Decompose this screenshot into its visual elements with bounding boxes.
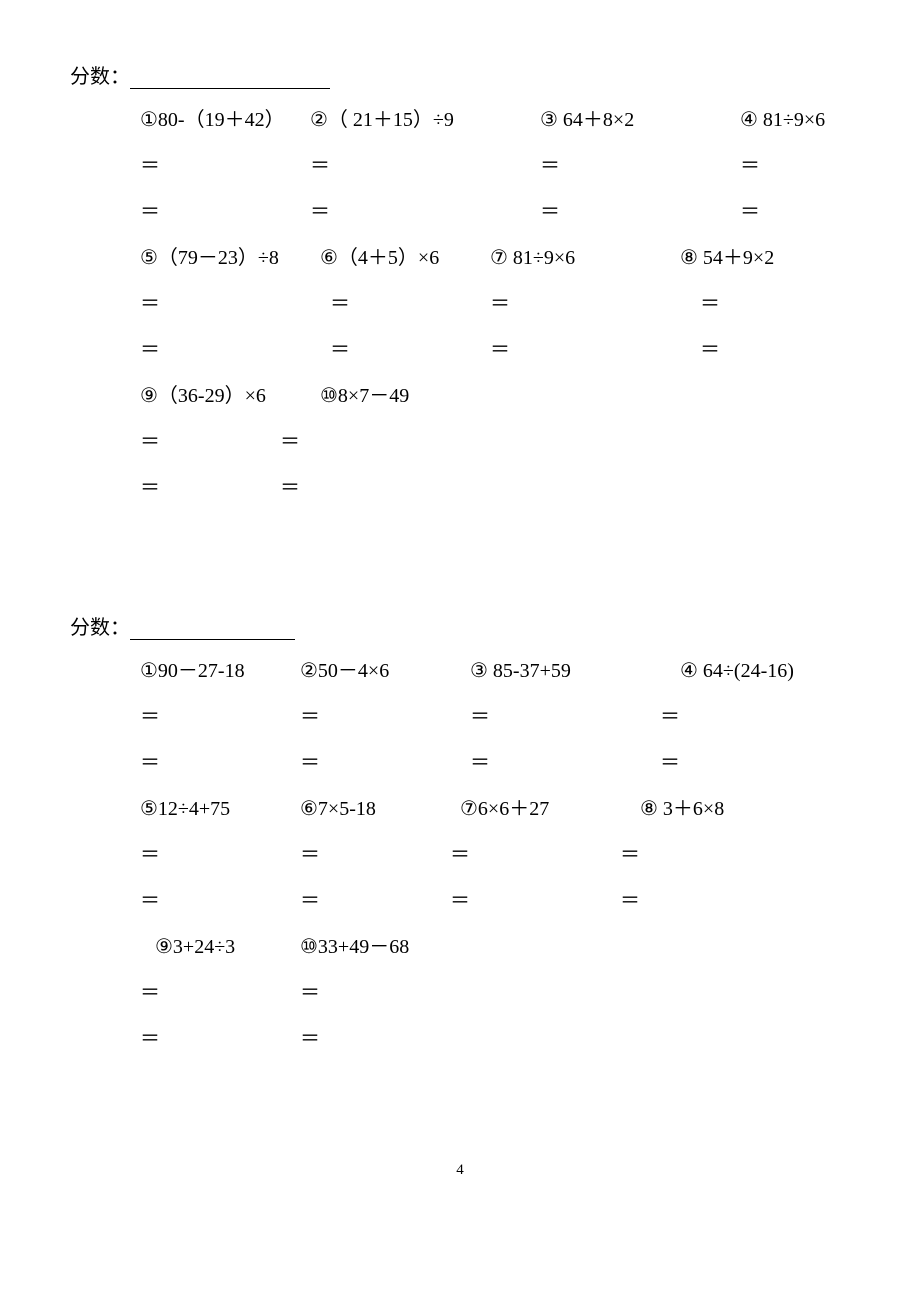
problem: ⑧ 54＋9×2 bbox=[680, 245, 774, 271]
equals: ＝ bbox=[620, 842, 640, 868]
equals: ＝ bbox=[490, 291, 510, 317]
page-number: 4 bbox=[70, 1162, 850, 1179]
problem: ⑩33+49－68 bbox=[300, 934, 409, 960]
score-label: 分数： bbox=[70, 66, 130, 88]
problem: ⑤12÷4+75 bbox=[140, 796, 230, 822]
s1-row1-eq2: ＝ ＝ ＝ ＝ bbox=[70, 199, 850, 225]
s2-row3-eq2: ＝ ＝ bbox=[70, 1026, 850, 1052]
section-1: 分数： ①80-（19＋42） ②（ 21＋15）÷9 ③ 64＋8×2 ④ 8… bbox=[70, 60, 850, 501]
equals: ＝ bbox=[140, 475, 160, 501]
problem: ③ 85-37+59 bbox=[470, 658, 571, 684]
s1-row2-eq2: ＝ ＝ ＝ ＝ bbox=[70, 337, 850, 363]
s2-row2-eq2: ＝ ＝ ＝ ＝ bbox=[70, 888, 850, 914]
equals: ＝ bbox=[450, 888, 470, 914]
problem: ①90－27-18 bbox=[140, 658, 245, 684]
equals: ＝ bbox=[140, 153, 160, 179]
s2-row1-eq1: ＝ ＝ ＝ ＝ bbox=[70, 704, 850, 730]
s1-row3: ⑨（36-29）×6 ⑩8×7－49 bbox=[70, 383, 850, 409]
equals: ＝ bbox=[140, 704, 160, 730]
equals: ＝ bbox=[330, 337, 350, 363]
equals: ＝ bbox=[300, 1026, 320, 1052]
equals: ＝ bbox=[310, 153, 330, 179]
equals: ＝ bbox=[140, 842, 160, 868]
problem: ⑦6×6＋27 bbox=[460, 796, 549, 822]
s2-row3-eq1: ＝ ＝ bbox=[70, 980, 850, 1006]
equals: ＝ bbox=[330, 291, 350, 317]
problem: ⑦ 81÷9×6 bbox=[490, 245, 575, 271]
equals: ＝ bbox=[660, 704, 680, 730]
section-2: 分数： ①90－27-18 ②50－4×6 ③ 85-37+59 ④ 64÷(2… bbox=[70, 611, 850, 1052]
equals: ＝ bbox=[540, 153, 560, 179]
equals: ＝ bbox=[140, 199, 160, 225]
equals: ＝ bbox=[300, 888, 320, 914]
s1-row2-eq1: ＝ ＝ ＝ ＝ bbox=[70, 291, 850, 317]
s1-row1: ①80-（19＋42） ②（ 21＋15）÷9 ③ 64＋8×2 ④ 81÷9×… bbox=[70, 107, 850, 133]
equals: ＝ bbox=[620, 888, 640, 914]
equals: ＝ bbox=[490, 337, 510, 363]
equals: ＝ bbox=[140, 980, 160, 1006]
equals: ＝ bbox=[140, 888, 160, 914]
equals: ＝ bbox=[740, 199, 760, 225]
equals: ＝ bbox=[700, 291, 720, 317]
problem: ④ 64÷(24-16) bbox=[680, 658, 794, 684]
score-label: 分数： bbox=[70, 617, 130, 639]
score-underline bbox=[130, 66, 330, 89]
s1-row1-eq1: ＝ ＝ ＝ ＝ bbox=[70, 153, 850, 179]
s1-row3-eq1: ＝ ＝ bbox=[70, 429, 850, 455]
equals: ＝ bbox=[300, 980, 320, 1006]
problem: ⑥（4＋5）×6 bbox=[320, 245, 439, 271]
s2-row2-eq1: ＝ ＝ ＝ ＝ bbox=[70, 842, 850, 868]
equals: ＝ bbox=[470, 750, 490, 776]
equals: ＝ bbox=[140, 1026, 160, 1052]
equals: ＝ bbox=[450, 842, 470, 868]
s1-row3-eq2: ＝ ＝ bbox=[70, 475, 850, 501]
equals: ＝ bbox=[740, 153, 760, 179]
equals: ＝ bbox=[660, 750, 680, 776]
equals: ＝ bbox=[470, 704, 490, 730]
problem: ②50－4×6 bbox=[300, 658, 389, 684]
equals: ＝ bbox=[300, 842, 320, 868]
equals: ＝ bbox=[300, 704, 320, 730]
score-underline bbox=[130, 617, 295, 640]
problem: ①80-（19＋42） bbox=[140, 107, 285, 133]
equals: ＝ bbox=[700, 337, 720, 363]
problem: ⑨3+24÷3 bbox=[155, 934, 235, 960]
equals: ＝ bbox=[140, 291, 160, 317]
problem: ⑨（36-29）×6 bbox=[140, 383, 266, 409]
equals: ＝ bbox=[310, 199, 330, 225]
problem: ⑧ 3＋6×8 bbox=[640, 796, 724, 822]
equals: ＝ bbox=[140, 750, 160, 776]
problem: ③ 64＋8×2 bbox=[540, 107, 634, 133]
score-line-2: 分数： bbox=[70, 611, 850, 640]
s2-row3: ⑨3+24÷3 ⑩33+49－68 bbox=[70, 934, 850, 960]
equals: ＝ bbox=[140, 429, 160, 455]
s2-row1: ①90－27-18 ②50－4×6 ③ 85-37+59 ④ 64÷(24-16… bbox=[70, 658, 850, 684]
s1-row2: ⑤（79－23）÷8 ⑥（4＋5）×6 ⑦ 81÷9×6 ⑧ 54＋9×2 bbox=[70, 245, 850, 271]
problem: ④ 81÷9×6 bbox=[740, 107, 825, 133]
equals: ＝ bbox=[140, 337, 160, 363]
score-line-1: 分数： bbox=[70, 60, 850, 89]
problem: ⑤（79－23）÷8 bbox=[140, 245, 279, 271]
s2-row1-eq2: ＝ ＝ ＝ ＝ bbox=[70, 750, 850, 776]
equals: ＝ bbox=[280, 429, 300, 455]
worksheet-page: 分数： ①80-（19＋42） ②（ 21＋15）÷9 ③ 64＋8×2 ④ 8… bbox=[0, 0, 920, 1219]
equals: ＝ bbox=[540, 199, 560, 225]
s2-row2: ⑤12÷4+75 ⑥7×5-18 ⑦6×6＋27 ⑧ 3＋6×8 bbox=[70, 796, 850, 822]
problem: ②（ 21＋15）÷9 bbox=[310, 107, 454, 133]
equals: ＝ bbox=[280, 475, 300, 501]
equals: ＝ bbox=[300, 750, 320, 776]
problem: ⑥7×5-18 bbox=[300, 796, 376, 822]
problem: ⑩8×7－49 bbox=[320, 383, 409, 409]
